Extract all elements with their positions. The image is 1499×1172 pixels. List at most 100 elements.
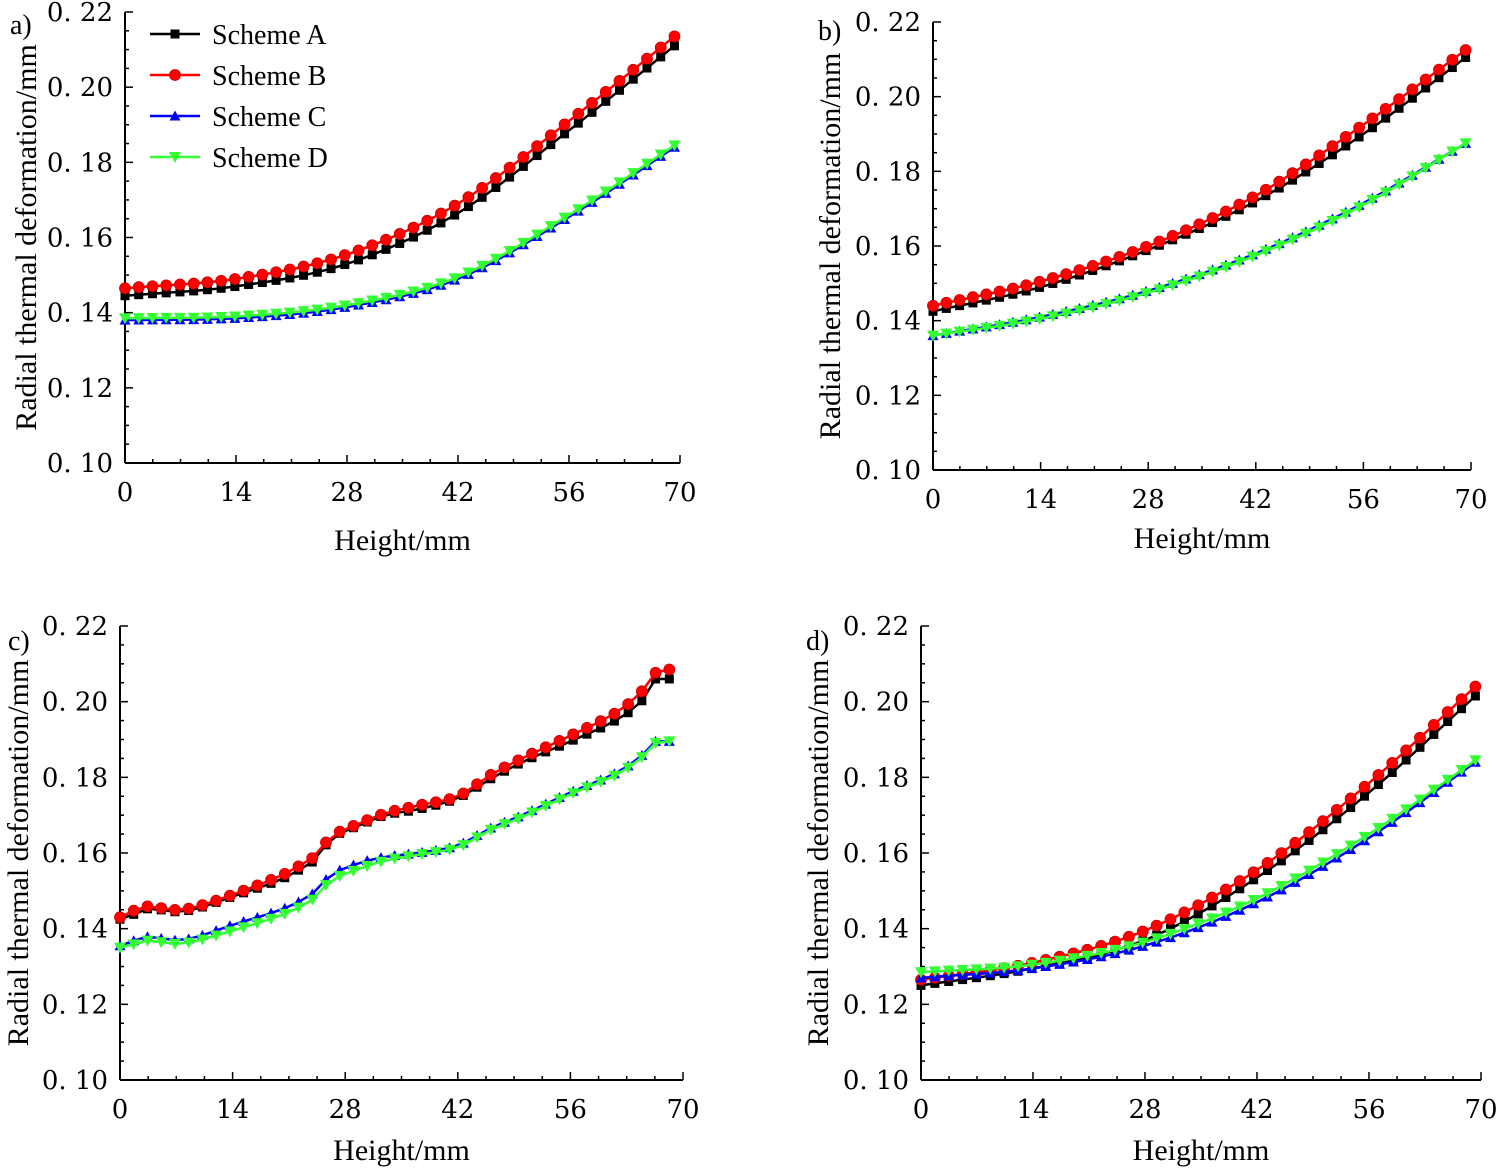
data-point: [1318, 825, 1328, 835]
data-point: [1379, 102, 1392, 115]
data-point: [635, 752, 648, 764]
data-point: [1317, 815, 1329, 828]
data-point: [532, 151, 542, 161]
y-tick-label: 0. 18: [47, 148, 113, 178]
data-point: [998, 962, 1011, 974]
data-point: [270, 266, 282, 279]
data-point: [637, 696, 647, 706]
legend-label: Scheme D: [212, 143, 328, 174]
data-point: [967, 291, 979, 304]
data-point: [980, 288, 993, 301]
data-point: [573, 118, 583, 128]
data-point: [654, 149, 667, 161]
data-point: [306, 852, 319, 864]
data-point: [340, 260, 350, 270]
data-point: [1153, 235, 1166, 248]
data-point: [306, 894, 319, 906]
x-tick-label: 14: [1016, 1095, 1049, 1125]
y-axis-title: Radial thermal deformation/mm: [814, 53, 847, 440]
data-point: [503, 161, 516, 174]
data-point: [278, 867, 291, 880]
x-tick-label: 14: [216, 1095, 249, 1125]
data-point: [599, 186, 612, 198]
x-tick-label: 28: [1132, 485, 1165, 515]
data-point: [1033, 275, 1046, 288]
data-point: [436, 218, 446, 228]
data-point: [1299, 228, 1312, 240]
series-line: [119, 740, 670, 949]
data-point: [366, 239, 379, 252]
data-point: [435, 207, 447, 220]
data-point: [915, 967, 927, 979]
data-point: [1326, 140, 1339, 153]
data-point: [361, 814, 374, 827]
data-point: [1393, 93, 1405, 106]
data-point: [352, 244, 365, 257]
data-point: [1136, 937, 1149, 949]
data-point: [319, 880, 332, 892]
data-point: [567, 788, 580, 800]
data-point: [928, 966, 941, 978]
y-axis-title: Radial thermal deformation/mm: [10, 44, 43, 431]
series-scheme-d: [927, 138, 1472, 342]
series-line: [119, 677, 670, 921]
data-point: [132, 313, 145, 325]
data-point: [1178, 923, 1191, 935]
x-tick-label: 14: [219, 478, 252, 508]
data-point: [1330, 803, 1343, 816]
data-point: [544, 129, 557, 142]
panel-label: a): [10, 10, 32, 41]
data-point: [615, 85, 625, 95]
data-point: [517, 151, 530, 163]
data-point: [1394, 103, 1404, 113]
data-point: [1373, 780, 1383, 790]
series-scheme-a: [916, 691, 1480, 990]
y-tick-label: 0. 18: [843, 763, 909, 793]
data-point: [1367, 123, 1377, 133]
data-point: [608, 770, 621, 782]
series-scheme-c: [114, 735, 675, 951]
data-point: [1235, 884, 1245, 894]
data-point: [1459, 138, 1472, 150]
data-point: [503, 246, 516, 258]
data-point: [1220, 205, 1232, 218]
data-point: [1020, 316, 1033, 328]
data-point: [1140, 240, 1152, 253]
data-point: [462, 191, 475, 204]
data-point: [582, 729, 592, 739]
data-point: [512, 813, 525, 825]
series-scheme-c: [927, 137, 1472, 341]
data-point: [641, 52, 653, 65]
data-point: [558, 118, 571, 131]
data-point: [1366, 195, 1379, 207]
data-point: [146, 313, 159, 325]
data-point: [580, 782, 593, 794]
y-tick-label: 0. 14: [42, 915, 108, 945]
x-axis-title: Height/mm: [1133, 1134, 1270, 1167]
series-line: [920, 761, 1477, 980]
data-point: [1414, 731, 1426, 744]
legend-entry: Scheme D: [150, 143, 328, 174]
data-point: [127, 939, 140, 951]
data-point: [1039, 957, 1052, 969]
data-point: [1341, 141, 1351, 151]
data-point: [531, 229, 544, 241]
data-point: [160, 279, 173, 292]
data-point: [114, 911, 126, 924]
y-tick-label: 0. 18: [855, 157, 921, 187]
data-point: [1246, 251, 1259, 263]
data-point: [581, 721, 593, 734]
data-point: [1220, 883, 1232, 896]
series-scheme-d: [114, 736, 676, 954]
data-point: [1006, 282, 1019, 295]
series-scheme-a: [115, 674, 674, 924]
data-point: [1193, 909, 1203, 919]
data-point: [1086, 302, 1099, 314]
data-point: [668, 30, 681, 43]
data-point: [462, 267, 475, 279]
data-point: [210, 930, 223, 942]
data-point: [1432, 154, 1445, 166]
data-point: [613, 177, 626, 189]
x-tick-label: 56: [1352, 1095, 1385, 1125]
data-point: [1286, 167, 1299, 180]
